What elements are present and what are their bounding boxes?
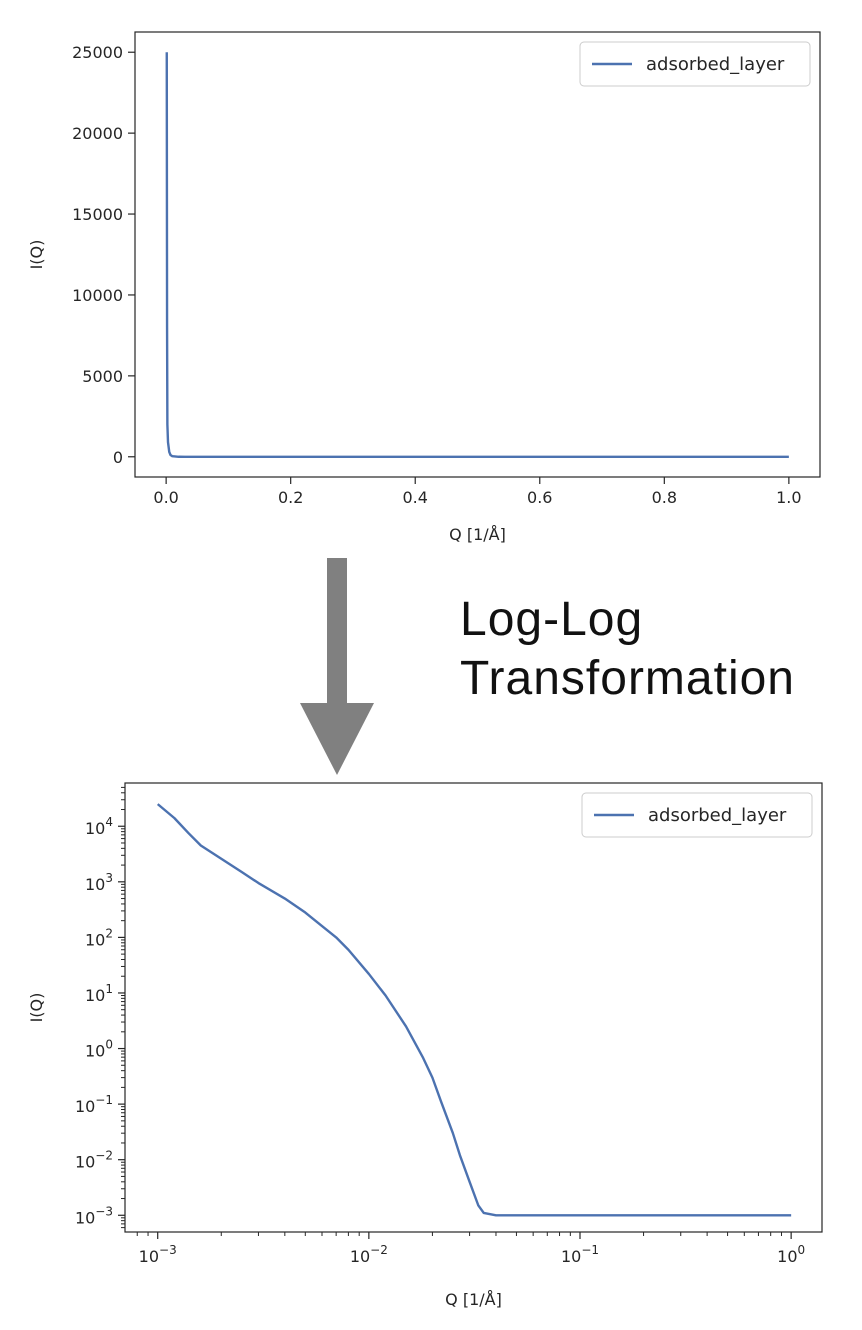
y-axis-label: I(Q) bbox=[27, 993, 46, 1023]
x-tick-label: 0.4 bbox=[403, 488, 428, 507]
x-tick-label: 100 bbox=[777, 1243, 805, 1266]
y-tick-label: 15000 bbox=[72, 205, 123, 224]
y-tick-label: 100 bbox=[85, 1038, 113, 1061]
x-tick-label: 10−1 bbox=[561, 1243, 599, 1266]
arrow-shaft bbox=[327, 558, 347, 706]
series-line-0 bbox=[165, 52, 789, 458]
y-tick-label: 10000 bbox=[72, 286, 123, 305]
log-log-chart: 10−3 10−2 10−1 100 10−3 10−2 10−1 100 101 102 103 1… bbox=[27, 782, 823, 1309]
y-axis-label: I(Q) bbox=[27, 240, 46, 270]
x-axis-label: Q [1/Å] bbox=[445, 1290, 502, 1309]
linear-chart: 0.0 0.2 0.4 0.6 0.8 1.0 0 5000 10000 15000 20000 25… bbox=[27, 31, 821, 544]
y-tick-label: 102 bbox=[85, 926, 113, 949]
legend-entry: adsorbed_layer bbox=[648, 805, 787, 826]
plot-frame bbox=[134, 31, 821, 478]
x-tick-label: 10−2 bbox=[350, 1243, 388, 1266]
annotation-line-2: Transformation bbox=[460, 652, 795, 705]
y-tick-label: 5000 bbox=[82, 367, 123, 386]
y-tick-label: 25000 bbox=[72, 43, 123, 62]
arrow-head bbox=[300, 703, 374, 775]
x-tick-label: 1.0 bbox=[776, 488, 801, 507]
x-axis-label: Q [1/Å] bbox=[449, 525, 506, 544]
y-tick-label: 101 bbox=[85, 982, 113, 1005]
y-tick-label: 20000 bbox=[72, 124, 123, 143]
annotation-line-1: Log-Log bbox=[460, 593, 643, 646]
x-tick-label: 10−3 bbox=[139, 1243, 177, 1266]
legend-box bbox=[581, 792, 813, 838]
y-tick-label: 10−2 bbox=[75, 1149, 113, 1172]
series-line-0 bbox=[156, 803, 792, 1217]
legend-box bbox=[579, 41, 811, 87]
x-tick-label: 0.2 bbox=[278, 488, 303, 507]
transformation-arrow bbox=[300, 558, 374, 775]
y-tick-label: 103 bbox=[85, 871, 113, 894]
y-tick-label: 10−3 bbox=[75, 1204, 113, 1227]
y-tick-label: 10−1 bbox=[75, 1093, 113, 1116]
y-tick-label: 104 bbox=[85, 815, 113, 838]
plot-frame bbox=[124, 782, 823, 1233]
x-tick-label: 0.6 bbox=[527, 488, 552, 507]
x-tick-label: 0.8 bbox=[652, 488, 677, 507]
y-tick-label: 0 bbox=[113, 448, 123, 467]
x-tick-label: 0.0 bbox=[153, 488, 178, 507]
legend-entry: adsorbed_layer bbox=[646, 54, 785, 75]
